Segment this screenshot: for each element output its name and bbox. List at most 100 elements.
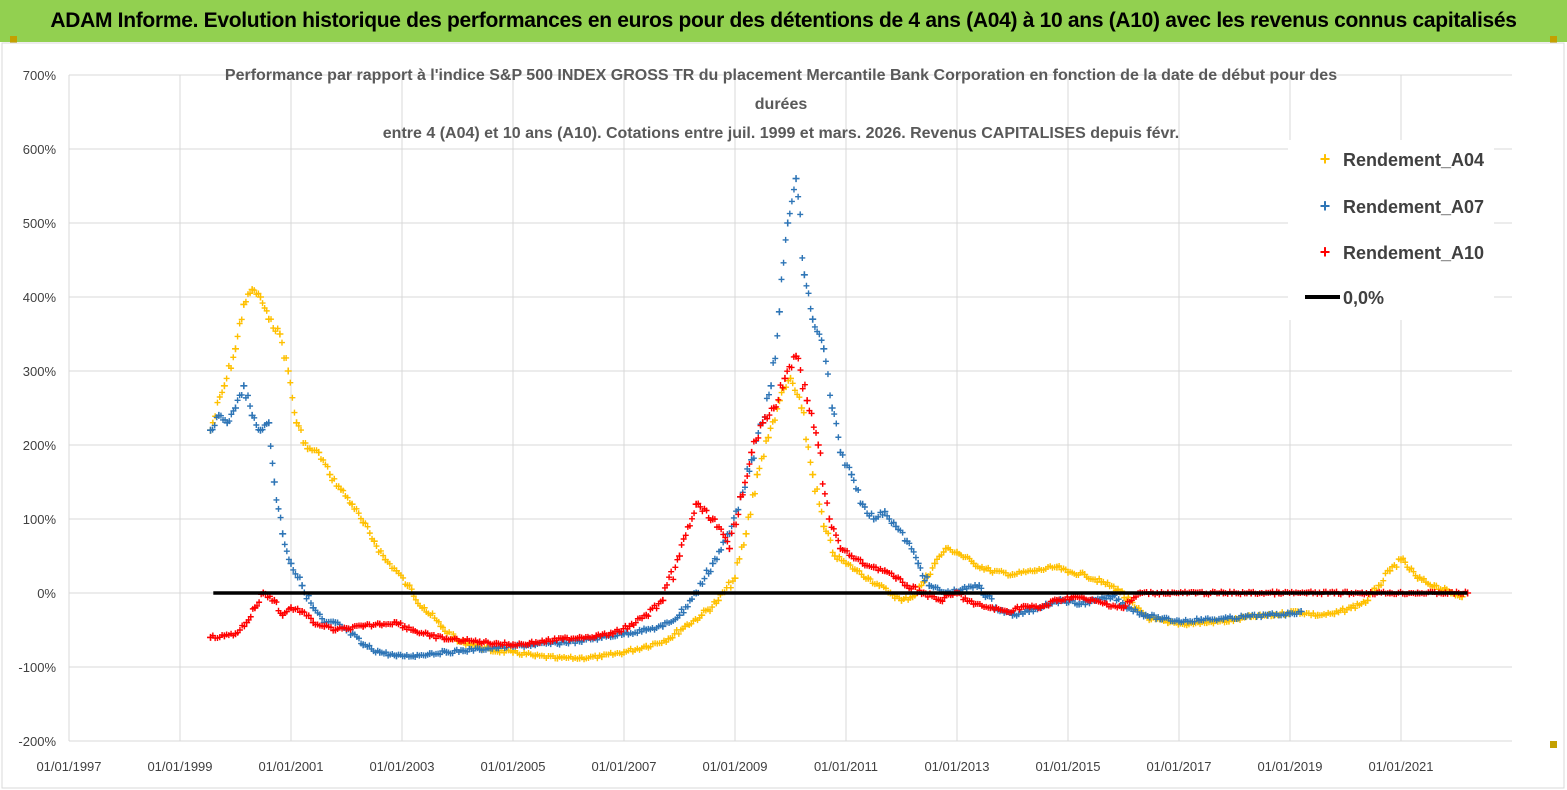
data-point <box>931 559 939 567</box>
data-point-fill <box>803 282 810 289</box>
data-point-fill <box>939 598 946 605</box>
data-point-fill <box>890 519 897 526</box>
data-point-fill <box>1104 579 1111 586</box>
data-point-fill <box>751 490 758 497</box>
data-point-fill <box>1110 583 1117 590</box>
x-axis: 01/01/1997 01/01/1999 01/01/2001 01/01/2003… <box>36 759 1433 774</box>
data-point-fill <box>1408 565 1415 572</box>
data-point-fill <box>230 354 237 361</box>
data-point-fill <box>223 375 230 382</box>
data-point-fill <box>327 624 334 631</box>
data-point <box>315 448 323 456</box>
data-point <box>232 404 239 412</box>
data-point-fill <box>810 424 817 431</box>
data-point <box>676 611 683 619</box>
y-tick-label: 100% <box>23 512 57 527</box>
data-point <box>276 330 284 338</box>
data-point <box>348 500 356 508</box>
data-point <box>1364 596 1372 604</box>
legend-background <box>1288 140 1494 320</box>
data-point-fill <box>713 556 720 563</box>
corner-marker-top-left <box>10 36 17 43</box>
data-point-fill <box>764 415 771 422</box>
x-tick-label: 01/01/2011 <box>814 759 878 774</box>
data-point-fill <box>718 546 725 553</box>
legend-marker-a04: + <box>1320 149 1331 169</box>
data-point-fill <box>1122 602 1129 609</box>
data-point-fill <box>722 534 729 541</box>
data-point-fill <box>724 538 731 545</box>
data-point-fill <box>929 564 936 571</box>
data-point-fill <box>728 530 735 537</box>
data-point-fill <box>364 523 371 530</box>
data-point-fill <box>664 581 671 588</box>
data-point-fill <box>736 555 743 562</box>
data-point <box>828 404 836 412</box>
data-point-fill <box>695 500 702 507</box>
data-point-fill <box>307 615 314 622</box>
data-point-fill <box>775 396 782 403</box>
data-point-fill <box>897 575 904 582</box>
data-point <box>781 374 789 382</box>
data-point <box>256 293 264 301</box>
data-point <box>764 434 772 442</box>
data-point-fill <box>770 359 777 366</box>
data-point-fill <box>412 596 419 603</box>
data-point <box>809 315 817 323</box>
data-point-fill <box>678 606 685 613</box>
data-point-fill <box>799 385 806 392</box>
data-point-fill <box>918 582 925 589</box>
data-point-fill <box>437 651 444 658</box>
data-point-fill <box>275 505 282 512</box>
data-point-fill <box>355 510 362 517</box>
x-tick-label: 01/01/2005 <box>480 759 545 774</box>
data-point-fill <box>835 434 842 441</box>
data-point-fill <box>653 605 660 612</box>
data-point-fill <box>857 556 864 563</box>
data-point <box>287 559 295 567</box>
corner-marker-bottom-right <box>1550 741 1557 748</box>
chart-title-line-3: entre 4 (A04) et 10 ans (A10). Cotations… <box>383 125 1179 142</box>
data-point-fill <box>263 307 270 314</box>
data-point-fill <box>281 541 288 548</box>
data-point-fill <box>297 427 304 434</box>
y-tick-label: 300% <box>23 364 57 379</box>
data-point <box>775 308 783 316</box>
data-point-fill <box>682 532 689 539</box>
data-point <box>370 537 378 545</box>
data-point-fill <box>827 392 834 399</box>
data-point-fill <box>924 573 931 580</box>
data-point-fill <box>790 186 797 193</box>
data-point-fill <box>1420 575 1427 582</box>
data-point-fill <box>868 510 875 517</box>
data-point-fill <box>647 643 654 650</box>
data-point-fill <box>763 395 770 402</box>
data-point-fill <box>927 571 934 578</box>
data-point <box>725 545 733 553</box>
data-point-fill <box>251 414 258 421</box>
y-tick-label: 700% <box>23 68 57 83</box>
data-point-fill <box>296 574 303 581</box>
x-tick-label: 01/01/2001 <box>258 759 323 774</box>
data-point-fill <box>238 316 245 323</box>
data-point-fill <box>674 556 681 563</box>
data-point-fill <box>899 529 906 536</box>
data-point-fill <box>268 316 275 323</box>
data-point <box>848 471 856 479</box>
data-point-fill <box>824 500 831 507</box>
data-point <box>659 622 667 630</box>
data-point-fill <box>226 418 233 425</box>
data-point <box>1297 608 1305 615</box>
data-point-fill <box>236 320 243 327</box>
data-point-fill <box>796 394 803 401</box>
data-point-fill <box>439 624 446 631</box>
plot-area <box>207 175 1472 663</box>
data-point-fill <box>872 564 879 571</box>
data-point-fill <box>760 453 767 460</box>
data-point-fill <box>772 355 779 362</box>
data-point-fill <box>808 410 815 417</box>
data-point-fill <box>217 412 224 419</box>
data-point-fill <box>786 210 793 217</box>
data-point-fill <box>672 564 679 571</box>
data-point-fill <box>747 511 754 518</box>
